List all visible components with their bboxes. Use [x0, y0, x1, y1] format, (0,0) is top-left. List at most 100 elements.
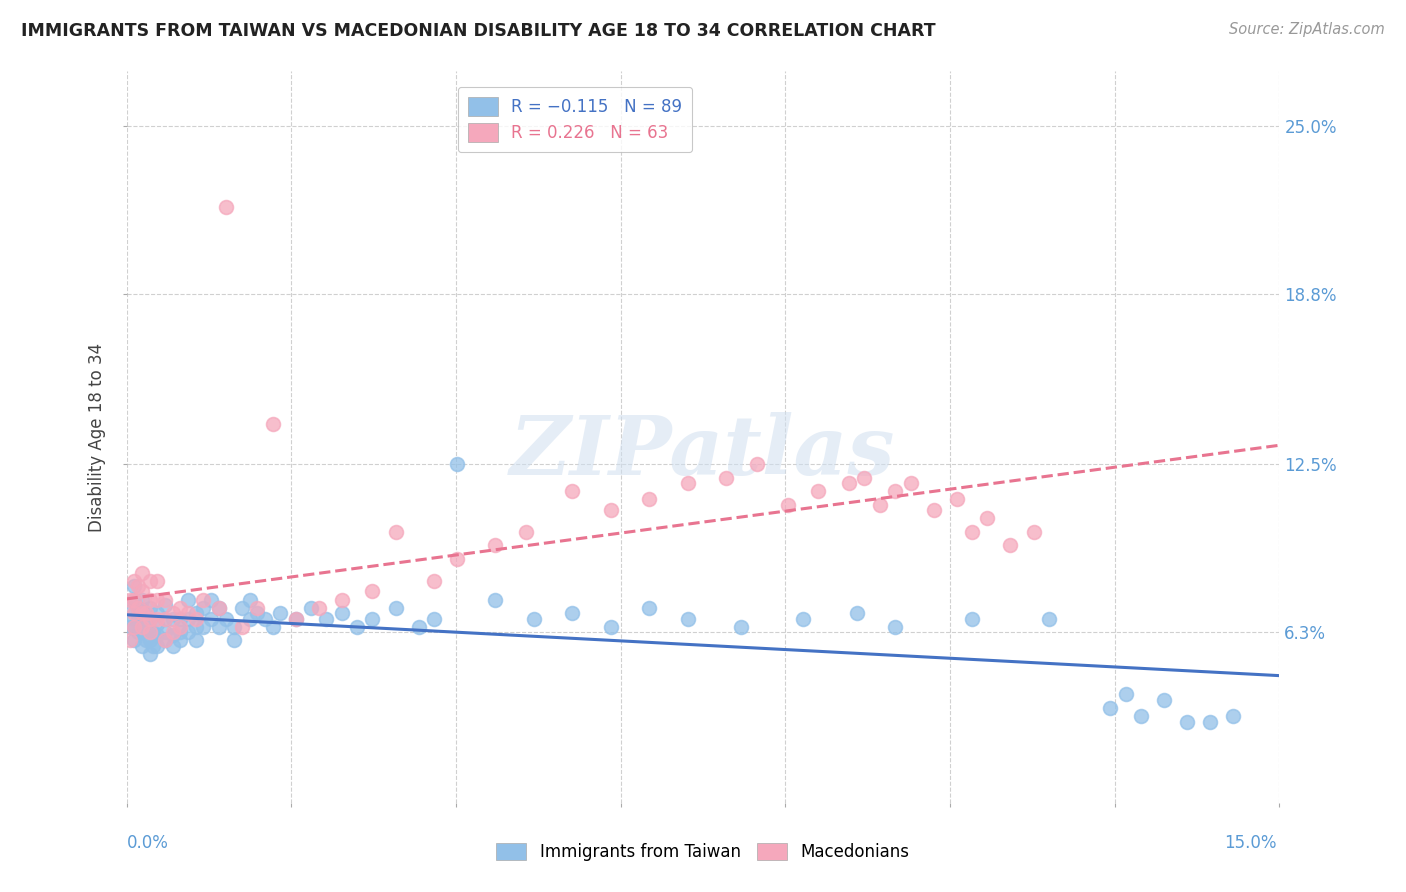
Point	[131, 566, 153, 580]
Point	[131, 603, 153, 617]
Point	[484, 592, 506, 607]
Point	[142, 625, 165, 640]
Point	[900, 476, 922, 491]
Point	[193, 620, 215, 634]
Legend: Immigrants from Taiwan, Macedonians: Immigrants from Taiwan, Macedonians	[489, 836, 917, 868]
Point	[193, 600, 215, 615]
Point	[269, 606, 291, 620]
Point	[361, 584, 384, 599]
Point	[177, 606, 200, 620]
Point	[131, 592, 153, 607]
Point	[238, 592, 260, 607]
Point	[138, 574, 160, 588]
Point	[127, 579, 149, 593]
Point	[246, 606, 269, 620]
Point	[169, 633, 191, 648]
Point	[246, 600, 269, 615]
Point	[169, 611, 191, 625]
Point	[135, 633, 157, 648]
Point	[120, 592, 142, 607]
Point	[127, 625, 149, 640]
Point	[122, 579, 145, 593]
Point	[884, 620, 907, 634]
Point	[127, 600, 149, 615]
Point	[138, 633, 160, 648]
Point	[215, 611, 238, 625]
Point	[120, 633, 142, 648]
Point	[153, 633, 176, 648]
Point	[945, 492, 967, 507]
Point	[638, 600, 661, 615]
Point	[1038, 611, 1060, 625]
Point	[446, 457, 468, 471]
Point	[131, 615, 153, 629]
Point	[408, 620, 430, 634]
Point	[446, 552, 468, 566]
Point	[1022, 524, 1045, 539]
Point	[184, 633, 207, 648]
Y-axis label: Disability Age 18 to 34: Disability Age 18 to 34	[89, 343, 107, 532]
Point	[792, 611, 814, 625]
Point	[838, 476, 860, 491]
Point	[523, 611, 546, 625]
Point	[238, 611, 260, 625]
Point	[138, 611, 160, 625]
Text: Source: ZipAtlas.com: Source: ZipAtlas.com	[1229, 22, 1385, 37]
Text: IMMIGRANTS FROM TAIWAN VS MACEDONIAN DISABILITY AGE 18 TO 34 CORRELATION CHART: IMMIGRANTS FROM TAIWAN VS MACEDONIAN DIS…	[21, 22, 936, 40]
Point	[869, 498, 891, 512]
Point	[122, 620, 145, 634]
Point	[138, 611, 160, 625]
Point	[146, 606, 169, 620]
Point	[330, 606, 353, 620]
Point	[135, 606, 157, 620]
Point	[561, 484, 583, 499]
Point	[138, 647, 160, 661]
Point	[142, 639, 165, 653]
Point	[215, 200, 238, 214]
Point	[127, 611, 149, 625]
Point	[1130, 709, 1153, 723]
Point	[1153, 693, 1175, 707]
Text: 0.0%: 0.0%	[127, 834, 169, 852]
Text: 15.0%: 15.0%	[1225, 834, 1277, 852]
Point	[146, 639, 169, 653]
Legend: R = −0.115   N = 89, R = 0.226   N = 63: R = −0.115 N = 89, R = 0.226 N = 63	[458, 87, 692, 153]
Point	[169, 625, 191, 640]
Point	[177, 592, 200, 607]
Point	[745, 457, 768, 471]
Point	[208, 600, 231, 615]
Point	[120, 620, 142, 634]
Point	[315, 611, 337, 625]
Point	[262, 417, 284, 431]
Point	[976, 511, 998, 525]
Point	[676, 476, 699, 491]
Point	[807, 484, 830, 499]
Point	[122, 574, 145, 588]
Point	[224, 633, 246, 648]
Point	[1115, 688, 1137, 702]
Point	[122, 606, 145, 620]
Point	[208, 620, 231, 634]
Point	[177, 625, 200, 640]
Point	[122, 633, 145, 648]
Point	[153, 592, 176, 607]
Point	[162, 639, 184, 653]
Point	[599, 620, 621, 634]
Point	[1175, 714, 1198, 729]
Point	[138, 592, 160, 607]
Point	[162, 606, 184, 620]
Point	[131, 620, 153, 634]
Point	[200, 592, 222, 607]
Point	[262, 620, 284, 634]
Point	[131, 625, 153, 640]
Point	[153, 625, 176, 640]
Point	[922, 503, 945, 517]
Point	[960, 524, 983, 539]
Point	[384, 524, 406, 539]
Point	[153, 633, 176, 648]
Point	[153, 611, 176, 625]
Point	[146, 574, 169, 588]
Point	[515, 524, 537, 539]
Point	[184, 620, 207, 634]
Point	[169, 620, 191, 634]
